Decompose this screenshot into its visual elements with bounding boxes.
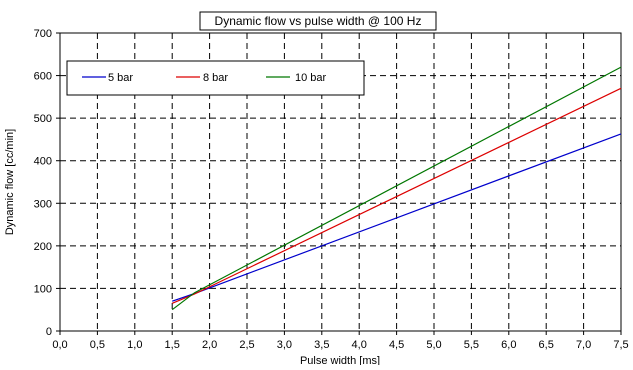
legend-label-5-bar: 5 bar: [108, 72, 133, 84]
x-tick-label: 0,0: [52, 339, 67, 351]
x-tick-label: 0,5: [90, 339, 105, 351]
y-tick-label: 300: [34, 198, 52, 210]
x-tick-label: 1,5: [165, 339, 180, 351]
title-box: [199, 11, 437, 31]
y-axis-label: Dynamic flow [cc/min]: [4, 129, 16, 235]
series-line-8-bar: [171, 87, 622, 304]
series-line-10-bar: [171, 66, 622, 311]
legend-label-10-bar: 10 bar: [295, 72, 327, 84]
x-tick-label: 6,5: [539, 339, 554, 351]
legend-label-8-bar: 8 bar: [203, 72, 228, 84]
y-tick-label: 600: [34, 71, 52, 83]
y-tick-label: 700: [34, 28, 52, 40]
x-tick-label: 4,5: [389, 339, 404, 351]
x-tick-label: 2,0: [202, 339, 217, 351]
x-tick-label: 5,0: [426, 339, 441, 351]
x-tick-label: 3,5: [314, 339, 329, 351]
chart-title: Dynamic flow vs pulse width @ 100 Hz: [215, 14, 422, 28]
x-tick-label: 2,5: [239, 339, 254, 351]
y-tick-label: 400: [34, 156, 52, 168]
x-tick-label: 1,0: [127, 339, 142, 351]
y-tick-label: 100: [34, 283, 52, 295]
x-tick-label: 6,0: [501, 339, 516, 351]
x-axis-label: Pulse width [ms]: [300, 355, 380, 365]
x-tick-label: 4,0: [352, 339, 367, 351]
legend-box: [66, 60, 365, 96]
legend: 5 bar 8 bar 10 bar: [66, 60, 365, 96]
y-tick-label: 500: [34, 113, 52, 125]
y-tick-label: 0: [46, 326, 52, 338]
x-tick-label: 7,0: [576, 339, 591, 351]
x-tick-label: 3,0: [277, 339, 292, 351]
x-tick-label: 7,5: [613, 339, 628, 351]
ticks: 0,0 0,5 1,0 1,5 2,0 2,5 3,0 3,5 4,0 4,5 5,0 5,5 6,0 6…: [34, 28, 629, 351]
series-lines: [171, 66, 622, 311]
x-tick-label: 5,5: [464, 339, 479, 351]
y-tick-label: 200: [34, 241, 52, 253]
